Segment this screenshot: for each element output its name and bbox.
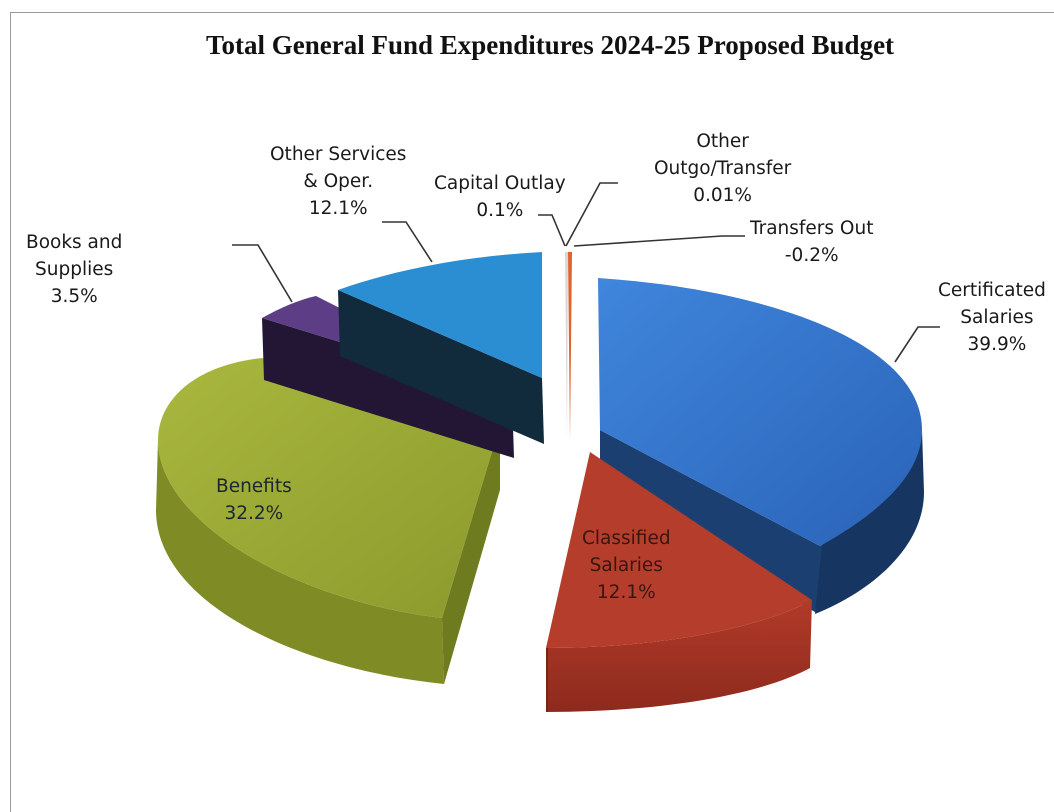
- slice-benefits-side: [156, 440, 444, 684]
- slice-certificated-side-front: [815, 430, 924, 614]
- label-benefits: Benefits 32.2%: [216, 476, 292, 524]
- slice-certificated-salaries: [598, 278, 924, 614]
- label-other-outgo: Other Outgo/Transfer 0.01%: [654, 131, 792, 206]
- chart-title: Total General Fund Expenditures 2024-25 …: [205, 30, 895, 60]
- leader-lines: [232, 182, 940, 363]
- slice-other-services-side: [338, 290, 544, 444]
- leader-capital: [538, 214, 566, 247]
- slice-other-services-top: [338, 252, 542, 378]
- slice-tiny: [565, 252, 572, 440]
- chart-frame: [10, 12, 1054, 812]
- slice-capital-outlay: [565, 252, 568, 440]
- label-classified-salaries: Classified Salaries 12.1%: [582, 528, 671, 603]
- leader-other-services: [382, 221, 433, 263]
- label-other-services: Other Services & Oper. 12.1%: [270, 144, 407, 219]
- leader-transfers-out: [573, 235, 745, 247]
- leader-books: [232, 244, 293, 303]
- label-transfers-out: Transfers Out -0.2%: [750, 218, 874, 266]
- slice-certificated-top: [598, 278, 922, 546]
- label-capital-outlay: Capital Outlay 0.1%: [434, 173, 566, 221]
- slice-classified-side-left: [546, 648, 548, 712]
- slice-classified-side: [546, 600, 812, 712]
- leader-other-outgo: [565, 182, 618, 247]
- leader-certificated: [894, 326, 940, 363]
- label-books-supplies: Books and Supplies 3.5%: [26, 232, 123, 307]
- label-certificated-salaries: Certificated Salaries 39.9%: [938, 280, 1046, 355]
- slice-other-outgo: [568, 252, 572, 440]
- slice-classified-top: [546, 452, 812, 648]
- slice-classified-salaries: [546, 452, 812, 712]
- slice-books-side: [262, 318, 514, 458]
- slice-other-services: [338, 252, 544, 444]
- slice-benefits-side-inner: [442, 425, 500, 684]
